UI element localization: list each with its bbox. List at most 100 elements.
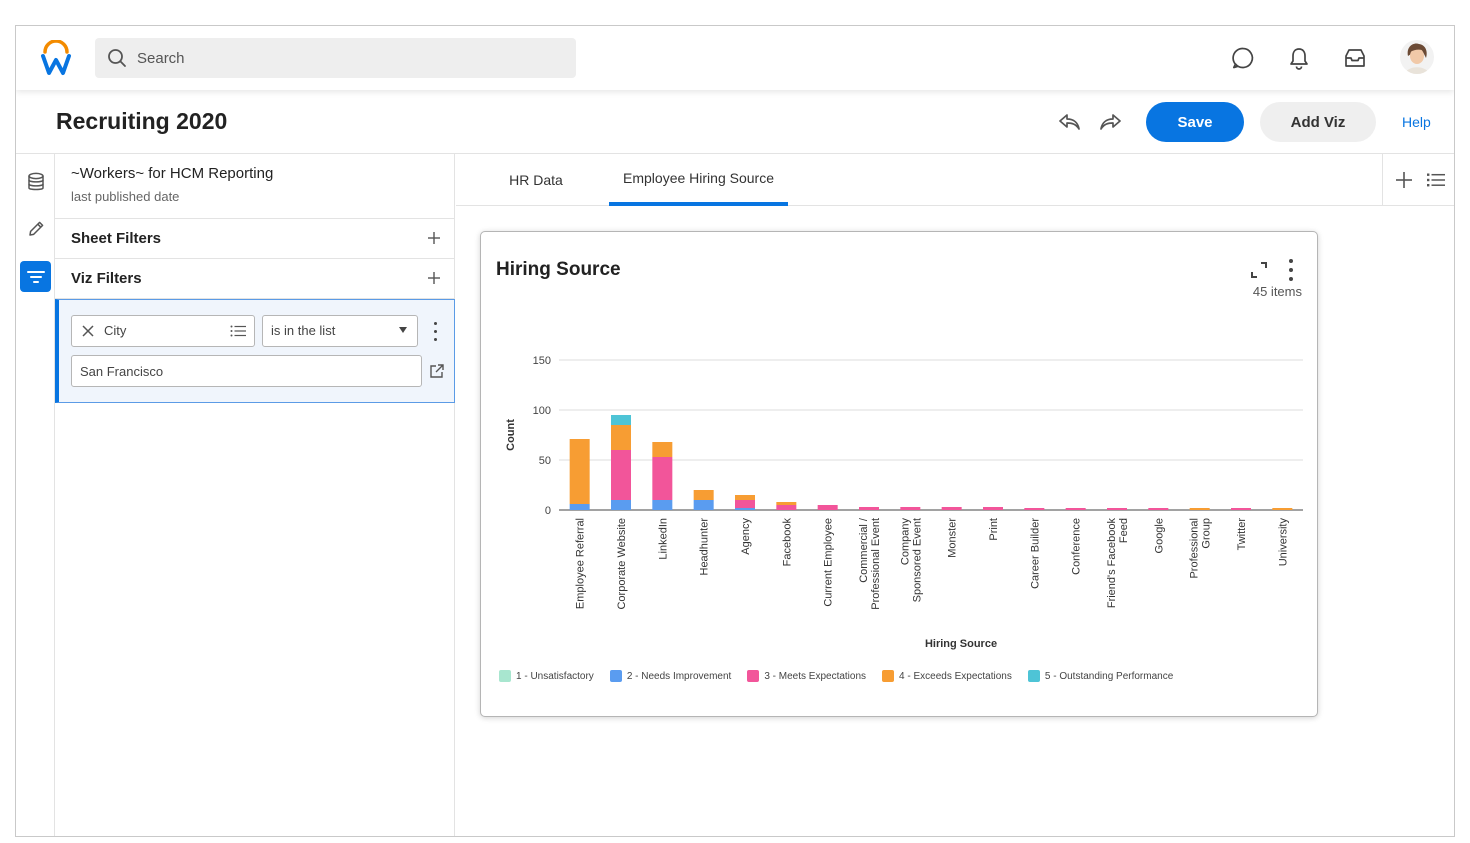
field-chip[interactable]: City (71, 315, 255, 347)
close-icon[interactable] (80, 323, 96, 339)
x-tick-label: Friend's Facebook (1106, 518, 1118, 609)
page-title: Recruiting 2020 (56, 108, 228, 134)
bar-segment (652, 457, 673, 500)
external-link-icon[interactable] (429, 363, 445, 379)
data-source-subtitle: last published date (71, 189, 180, 204)
bar-segment (611, 425, 631, 450)
viz-filters-label: Viz Filters (71, 270, 142, 287)
sheet-tabs: HR Data Employee Hiring Source (456, 154, 1454, 206)
x-tick-label: Feed (1118, 518, 1130, 543)
more-options-icon[interactable] (429, 319, 441, 343)
x-tick-label: Commercial / (858, 517, 870, 583)
add-viz-filter-plus-icon[interactable] (424, 268, 444, 288)
bar-segment (776, 502, 797, 505)
city-filter-card: City is in the list (55, 299, 455, 403)
search-input[interactable] (137, 49, 537, 67)
bar-segment (693, 500, 714, 510)
hiring-source-chart: 0 50 100 150 Count Employee Referral Corporate… (505, 355, 1303, 650)
pencil-icon[interactable] (20, 213, 51, 244)
bar-segment (1189, 508, 1210, 510)
bar-segment (1024, 508, 1045, 510)
add-tab-plus-icon[interactable] (1393, 169, 1415, 191)
x-tick-label: Career Builder (1029, 518, 1041, 589)
x-tick-label: Twitter (1236, 518, 1248, 551)
expand-icon[interactable] (1249, 260, 1269, 280)
bell-icon[interactable] (1286, 45, 1312, 71)
redo-icon[interactable] (1098, 110, 1122, 134)
workday-logo-icon[interactable] (40, 39, 72, 76)
legend-label: 3 - Meets Expectations (764, 670, 867, 682)
x-tick-label: LinkedIn (657, 518, 669, 560)
bar-segment (652, 500, 673, 510)
viz-card[interactable]: 0 50 100 150 Count Employee Referral Corporate… (480, 231, 1318, 717)
x-tick-label: Group (1201, 518, 1213, 549)
save-button[interactable]: Save (1146, 102, 1244, 142)
x-tick-label: Conference (1071, 518, 1083, 575)
search-bar[interactable] (95, 38, 576, 78)
data-source-icon[interactable] (20, 166, 51, 197)
x-tick-label: Corporate Website (616, 518, 628, 610)
tab-toolbar (1382, 154, 1454, 206)
bar-segment (1065, 508, 1086, 510)
chat-icon[interactable] (1230, 45, 1256, 71)
x-tick-label: Monster (947, 518, 959, 558)
data-source-header[interactable]: ~Workers~ for HCM Reporting last publish… (55, 154, 454, 219)
x-axis-label: Hiring Source (925, 638, 997, 650)
x-tick-label: University (1277, 518, 1289, 567)
x-tick-label: Sponsored Event (911, 518, 923, 602)
bar-segment (941, 507, 962, 510)
bar-segment (900, 507, 921, 510)
legend-swatch (882, 670, 895, 682)
legend-item[interactable]: 4 - Exceeds Expectations (882, 670, 1012, 682)
filter-value-input[interactable] (71, 355, 422, 387)
operator-select[interactable]: is in the list (262, 315, 418, 347)
list-icon[interactable] (230, 323, 246, 339)
bar-segment (1107, 508, 1127, 510)
bar-segment (693, 490, 714, 500)
operator-label: is in the list (271, 323, 336, 338)
bar-segment (817, 505, 838, 510)
legend-item[interactable]: 2 - Needs Improvement (609, 670, 731, 682)
legend-item[interactable]: 5 - Outstanding Performance (1027, 670, 1174, 682)
data-source-title: ~Workers~ for HCM Reporting (71, 165, 274, 182)
inbox-icon[interactable] (1342, 45, 1368, 71)
viz-filters-section: Viz Filters (55, 259, 454, 299)
legend-swatch (499, 670, 511, 682)
legend-swatch (609, 670, 622, 682)
legend-swatch (747, 670, 760, 682)
help-link[interactable]: Help (1402, 114, 1431, 130)
add-sheet-filter-plus-icon[interactable] (424, 228, 444, 248)
bar-segment (611, 415, 631, 425)
bar-segment (859, 507, 879, 510)
tab-hr-data[interactable]: HR Data (509, 172, 563, 188)
y-tick-label: 100 (533, 405, 551, 417)
filter-panel: ~Workers~ for HCM Reporting last publish… (55, 154, 455, 836)
page-header: Recruiting 2020 Save Add Viz Help (16, 90, 1454, 154)
bar-segment (735, 500, 755, 508)
more-options-icon[interactable] (1285, 259, 1297, 281)
filter-icon[interactable] (20, 261, 51, 292)
x-tick-label: Facebook (781, 518, 793, 567)
x-tick-label: Print (988, 518, 1000, 541)
y-axis-label: Count (505, 419, 517, 451)
undo-icon[interactable] (1058, 110, 1082, 134)
x-tick-label: Employee Referral (575, 518, 587, 609)
field-label: City (104, 323, 127, 338)
sheet-filters-section: Sheet Filters (55, 219, 454, 259)
legend-item[interactable]: 1 - Unsatisfactory (499, 670, 594, 682)
tab-employee-hiring-source[interactable]: Employee Hiring Source (609, 154, 788, 206)
viz-canvas: 0 50 100 150 Count Employee Referral Corporate… (456, 207, 1454, 836)
chart-legend: 1 - Unsatisfactory 2 - Needs Improvement 3… (499, 669, 1189, 683)
x-tick-label: Headhunter (699, 518, 711, 576)
legend-item[interactable]: 3 - Meets Expectations (747, 670, 866, 682)
legend-label: 1 - Unsatisfactory (516, 670, 594, 682)
bar-segment (611, 500, 631, 510)
bar-segment (1272, 508, 1293, 510)
add-viz-button[interactable]: Add Viz (1260, 102, 1376, 142)
list-icon[interactable] (1425, 169, 1447, 191)
user-avatar[interactable] (1400, 40, 1434, 74)
legend-label: 5 - Outstanding Performance (1044, 670, 1174, 682)
legend-label: 4 - Exceeds Expectations (899, 670, 1012, 682)
bar-segment (776, 505, 797, 510)
x-tick-label: Google (1153, 518, 1165, 553)
